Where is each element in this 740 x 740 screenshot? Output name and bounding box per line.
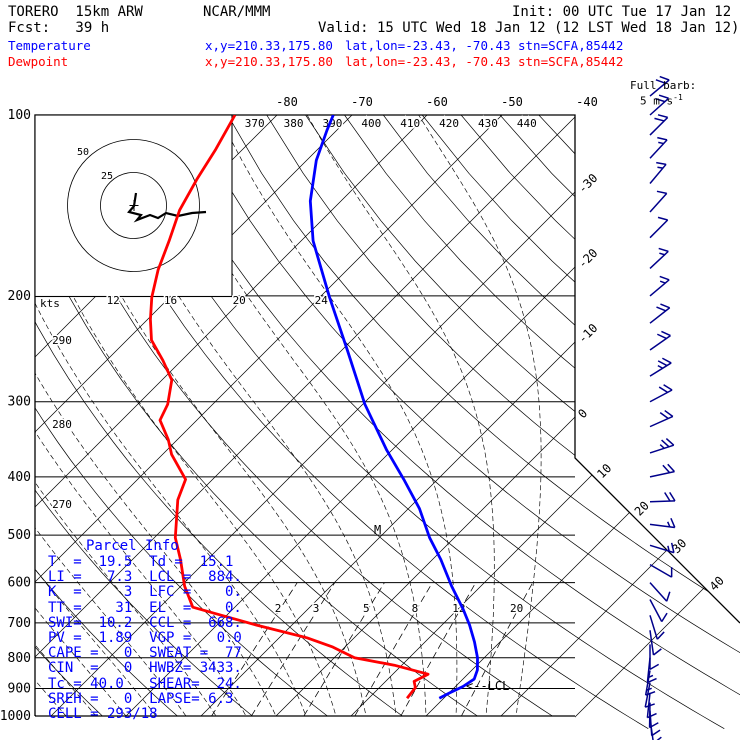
svg-text:-50: -50 — [501, 95, 523, 109]
svg-text:50: 50 — [77, 147, 89, 158]
svg-text:20: 20 — [233, 294, 246, 307]
svg-text:kts: kts — [40, 297, 60, 310]
svg-text:-40: -40 — [576, 95, 598, 109]
hodograph-inset: 25 50 — [34, 114, 233, 298]
svg-text:8: 8 — [412, 602, 419, 615]
svg-text:800: 800 — [8, 651, 31, 666]
svg-text:20: 20 — [632, 499, 652, 519]
annotations: M <--LCL — [374, 523, 509, 693]
svg-text:420: 420 — [439, 117, 459, 130]
dewpoint-grid-xy: x,y=210.33,175.80 — [205, 54, 333, 69]
svg-text:-30: -30 — [575, 171, 600, 196]
center-name: NCAR/MMM — [203, 4, 271, 20]
dewpoint-station: stn=SCFA,85442 — [518, 54, 624, 69]
temperature-grid-xy: x,y=210.33,175.80 — [205, 38, 333, 53]
svg-text:-70: -70 — [351, 95, 373, 109]
svg-text:270: 270 — [52, 498, 72, 511]
temperature-legend-label: Temperature — [8, 38, 91, 53]
svg-text:430: 430 — [478, 117, 498, 130]
svg-text:500: 500 — [8, 528, 31, 543]
svg-text:200: 200 — [8, 289, 31, 304]
dewpoint-curve — [149, 115, 430, 700]
mixing-ratio-lines — [211, 582, 534, 717]
valid-time: Valid: 15 UTC Wed 18 Jan 12 (12 LST Wed … — [318, 20, 740, 36]
forecast-hour: Fcst: 39 h — [8, 20, 110, 36]
temperature-latlon: lat,lon=-23.43, -70.43 — [345, 38, 511, 53]
svg-text:-80: -80 — [276, 95, 298, 109]
svg-text:600: 600 — [8, 576, 31, 591]
svg-text:290: 290 — [52, 334, 72, 347]
parcel-info-values: T = 19.5 Td = 15.1 LI = 7.3 LCL = 884. K… — [48, 554, 242, 723]
temperature-curve — [308, 115, 479, 700]
svg-text:370: 370 — [245, 117, 265, 130]
svg-text:12: 12 — [107, 294, 120, 307]
svg-text:900: 900 — [8, 681, 31, 696]
wind-barb-legend-line2: 5 m s-1 — [640, 93, 683, 108]
svg-text:25: 25 — [101, 171, 113, 182]
dewpoint-legend-label: Dewpoint — [8, 54, 69, 69]
svg-text:410: 410 — [400, 117, 420, 130]
init-time: Init: 00 UTC Tue 17 Jan 12 — [512, 4, 732, 20]
svg-text:700: 700 — [8, 616, 31, 631]
svg-text:16: 16 — [164, 294, 177, 307]
parcel-info-title: Parcel Info — [86, 538, 179, 554]
sounding-curves — [149, 115, 479, 700]
model-title: TORERO 15km ARW — [8, 4, 143, 20]
hodograph-rings — [67, 139, 200, 272]
svg-text:400: 400 — [8, 470, 31, 485]
svg-text:5: 5 — [363, 602, 370, 615]
svg-text:24: 24 — [315, 294, 329, 307]
wind-barb-legend-line1: Full barb: — [630, 79, 697, 92]
svg-text:3: 3 — [313, 602, 320, 615]
svg-text:280: 280 — [52, 418, 72, 431]
svg-text:M: M — [374, 523, 381, 537]
svg-text:1000: 1000 — [0, 709, 31, 724]
moist-adiabats — [35, 115, 542, 729]
svg-text:40: 40 — [707, 574, 727, 594]
hodograph-trace — [127, 192, 207, 223]
svg-text:-10: -10 — [575, 321, 600, 346]
svg-text:400: 400 — [361, 117, 381, 130]
background-lines — [35, 115, 740, 740]
wind-barb-column — [644, 75, 676, 740]
temperature-station: stn=SCFA,85442 — [518, 38, 624, 53]
wind-barb-legend: Full barb: 5 m s-1 — [630, 80, 696, 108]
svg-text:100: 100 — [8, 108, 31, 123]
svg-text:20: 20 — [510, 602, 523, 615]
dewpoint-latlon: lat,lon=-23.43, -70.43 — [345, 54, 511, 69]
svg-text:380: 380 — [284, 117, 304, 130]
svg-text:0: 0 — [575, 406, 590, 421]
svg-text:<--LCL: <--LCL — [466, 679, 509, 693]
plot-border — [34, 114, 740, 717]
svg-text:440: 440 — [517, 117, 537, 130]
parcel-info-block: Parcel Info T = 19.5 Td = 15.1 LI = 7.3 … — [48, 538, 242, 722]
svg-text:10: 10 — [594, 461, 614, 481]
svg-text:300: 300 — [8, 395, 31, 410]
svg-text:2: 2 — [275, 602, 282, 615]
svg-text:-20: -20 — [575, 246, 600, 271]
svg-text:-60: -60 — [426, 95, 448, 109]
